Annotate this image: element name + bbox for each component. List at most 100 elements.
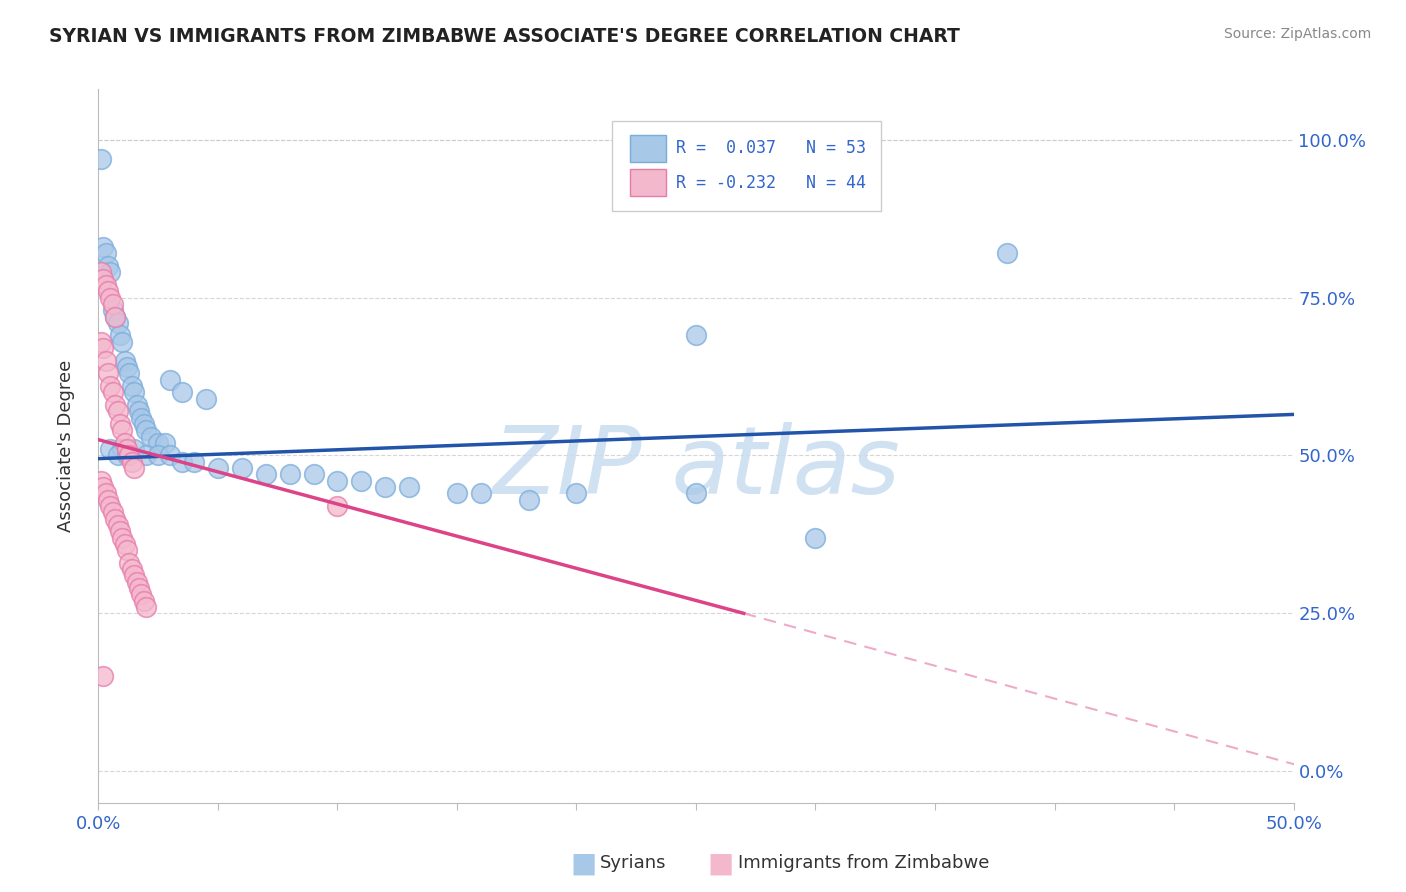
Point <box>398 480 420 494</box>
Point <box>98 265 122 279</box>
Point <box>104 310 127 324</box>
Point <box>101 303 124 318</box>
Text: Source: ZipAtlas.com: Source: ZipAtlas.com <box>1223 27 1371 41</box>
Point <box>135 449 157 463</box>
Point <box>446 486 468 500</box>
Point <box>128 581 150 595</box>
Point <box>139 429 162 443</box>
Text: Syrians: Syrians <box>600 855 666 872</box>
Point <box>90 152 112 166</box>
Point <box>97 367 120 381</box>
Point <box>114 537 136 551</box>
Point <box>101 385 124 400</box>
Point <box>107 517 129 532</box>
Point <box>111 442 134 457</box>
Point <box>183 455 205 469</box>
Point <box>128 404 150 418</box>
Point <box>155 435 177 450</box>
Point <box>121 455 143 469</box>
Point <box>685 328 707 343</box>
Point <box>91 480 114 494</box>
Bar <box>630 135 666 162</box>
Point <box>97 285 120 299</box>
Point <box>97 259 120 273</box>
Point <box>302 467 325 482</box>
Point <box>111 423 134 437</box>
Point <box>124 385 146 400</box>
Text: ZIP atlas: ZIP atlas <box>492 422 900 513</box>
Point <box>114 435 136 450</box>
Point <box>107 316 129 330</box>
Point <box>118 367 141 381</box>
Point <box>159 449 181 463</box>
Text: ■: ■ <box>709 849 734 878</box>
Point <box>115 360 138 375</box>
Text: ■: ■ <box>571 849 596 878</box>
Point <box>124 568 146 582</box>
Point <box>254 467 277 482</box>
Text: R = -0.232   N = 44: R = -0.232 N = 44 <box>676 174 866 192</box>
Point <box>98 379 122 393</box>
Point <box>685 486 707 500</box>
Point <box>90 474 112 488</box>
Point <box>94 277 117 292</box>
Point <box>107 404 129 418</box>
Point <box>125 574 148 589</box>
Point <box>97 492 120 507</box>
Point <box>91 271 114 285</box>
Text: R =  0.037   N = 53: R = 0.037 N = 53 <box>676 139 866 157</box>
Point <box>148 435 170 450</box>
Point <box>326 499 349 513</box>
Point <box>195 392 218 406</box>
Point <box>121 379 143 393</box>
Point <box>98 291 122 305</box>
Point <box>108 524 131 539</box>
Point <box>207 461 229 475</box>
Point <box>104 511 127 525</box>
Bar <box>630 169 666 196</box>
Point <box>94 486 117 500</box>
Point <box>111 334 134 349</box>
Point <box>148 449 170 463</box>
Point <box>172 385 194 400</box>
Point <box>172 455 194 469</box>
Point <box>108 328 131 343</box>
Point <box>91 669 114 683</box>
Point <box>101 297 124 311</box>
Point <box>278 467 301 482</box>
Point <box>135 600 157 615</box>
Point <box>374 480 396 494</box>
Point <box>115 442 138 457</box>
Point <box>94 246 117 260</box>
Y-axis label: Associate's Degree: Associate's Degree <box>56 359 75 533</box>
Point <box>118 449 141 463</box>
Point <box>114 353 136 368</box>
Point <box>125 398 148 412</box>
Point <box>104 310 127 324</box>
Point <box>115 449 138 463</box>
Point <box>107 449 129 463</box>
Text: Immigrants from Zimbabwe: Immigrants from Zimbabwe <box>738 855 990 872</box>
Point <box>124 442 146 457</box>
Point <box>804 531 827 545</box>
Point <box>131 410 153 425</box>
Point <box>132 417 155 431</box>
Point <box>565 486 588 500</box>
Point <box>131 587 153 601</box>
Point <box>995 246 1018 260</box>
Point <box>90 265 112 279</box>
Point <box>121 562 143 576</box>
FancyBboxPatch shape <box>613 121 882 211</box>
Point <box>98 442 122 457</box>
Point <box>94 353 117 368</box>
Point <box>108 417 131 431</box>
Point <box>159 373 181 387</box>
Point <box>326 474 349 488</box>
Point <box>231 461 253 475</box>
Point <box>118 556 141 570</box>
Point <box>115 543 138 558</box>
Point <box>104 398 127 412</box>
Text: SYRIAN VS IMMIGRANTS FROM ZIMBABWE ASSOCIATE'S DEGREE CORRELATION CHART: SYRIAN VS IMMIGRANTS FROM ZIMBABWE ASSOC… <box>49 27 960 45</box>
Point <box>124 461 146 475</box>
Point <box>132 593 155 607</box>
